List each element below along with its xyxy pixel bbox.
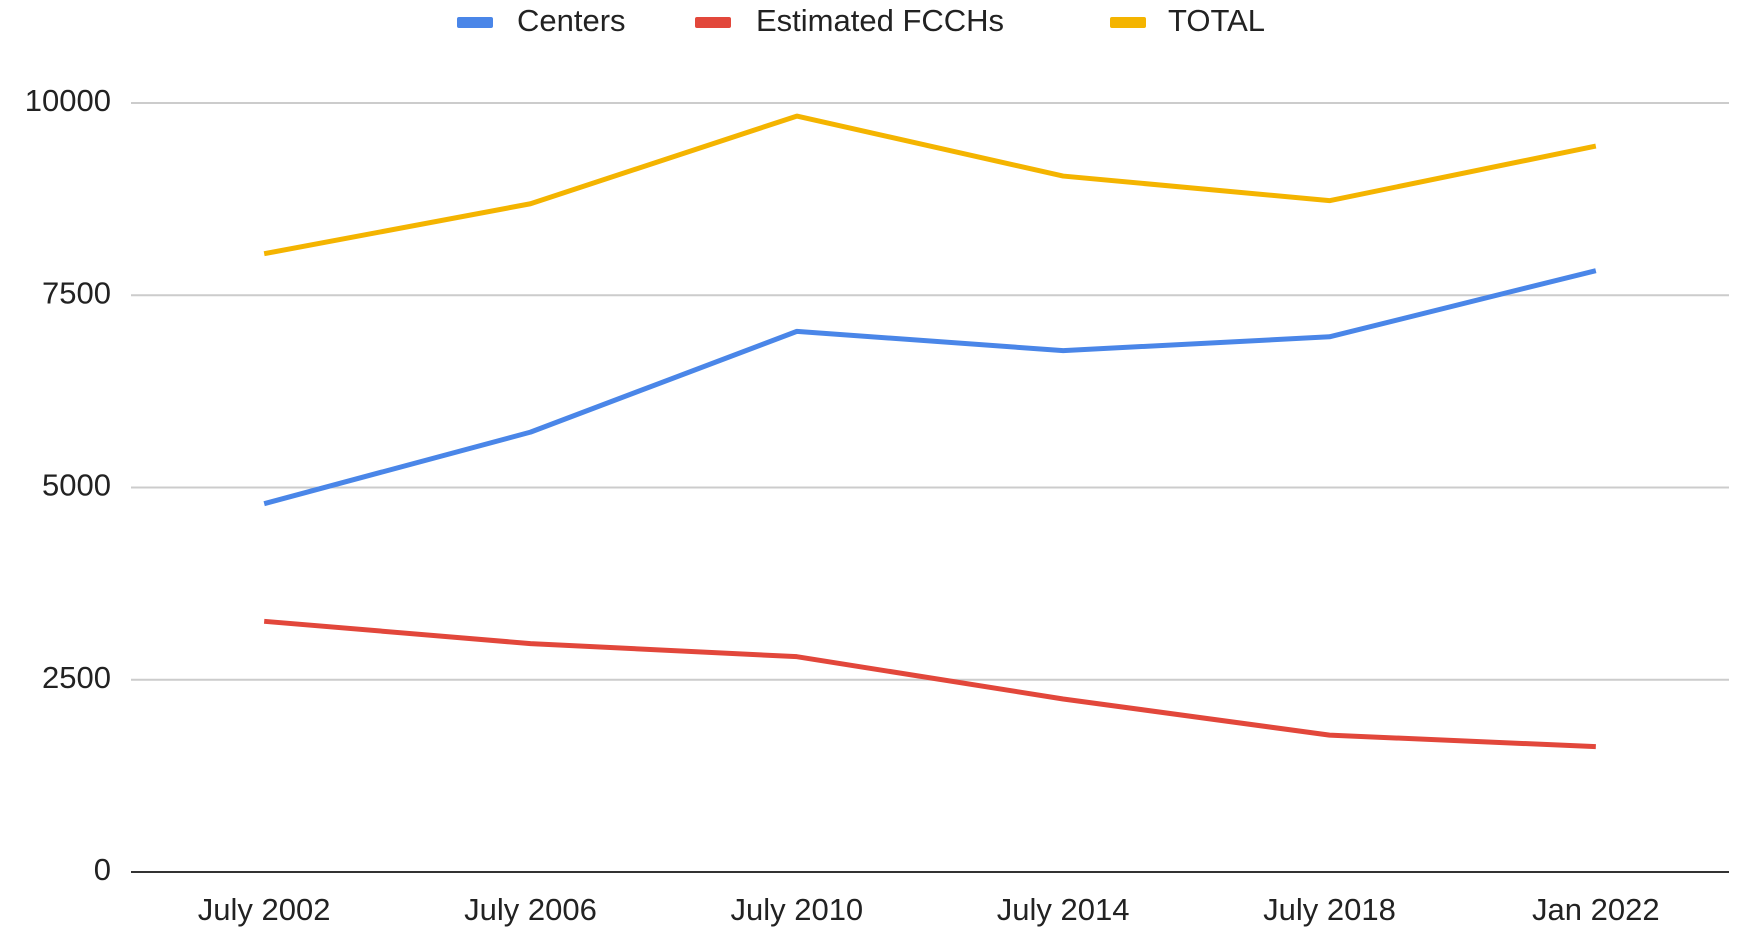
legend-swatch (457, 17, 493, 28)
x-tick-label: July 2010 (730, 892, 863, 927)
series-line (263, 268, 1597, 507)
series-line (263, 618, 1596, 750)
y-tick-label: 7500 (42, 275, 111, 310)
y-tick-label: 5000 (42, 468, 111, 503)
legend-label: TOTAL (1168, 3, 1265, 38)
y-tick-label: 2500 (42, 660, 111, 695)
x-tick-label: July 2018 (1263, 892, 1396, 927)
x-tick-label: July 2006 (464, 892, 597, 927)
y-tick-label: 0 (94, 852, 111, 887)
series-line (263, 113, 1597, 257)
legend-swatch (1110, 17, 1146, 28)
x-tick-label: Jan 2022 (1532, 892, 1660, 927)
legend-label: Estimated FCCHs (756, 3, 1004, 38)
legend-label: Centers (517, 3, 626, 38)
x-tick-label: July 2014 (997, 892, 1130, 927)
legend-swatch (695, 17, 731, 28)
x-tick-label: July 2002 (198, 892, 331, 927)
y-tick-label: 10000 (25, 83, 111, 118)
